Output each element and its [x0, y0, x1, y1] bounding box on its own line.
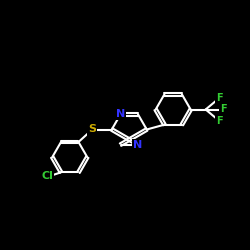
Text: N: N — [116, 109, 125, 119]
Text: S: S — [88, 124, 96, 134]
Text: F: F — [220, 104, 226, 115]
Text: Cl: Cl — [41, 171, 53, 181]
Text: F: F — [216, 93, 222, 103]
Text: F: F — [216, 116, 222, 126]
Text: N: N — [134, 140, 142, 150]
